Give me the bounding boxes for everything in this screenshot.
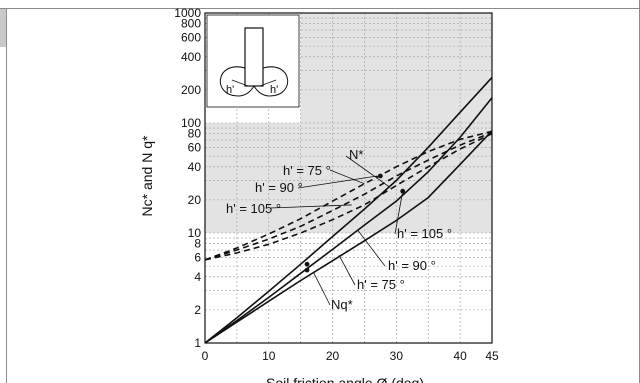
- leader-line-2: [297, 175, 378, 189]
- y-tick-label: 10: [188, 226, 202, 240]
- leader-line-4: [394, 191, 404, 235]
- annotation-leaders: [269, 155, 404, 306]
- leader-line-7: [313, 272, 331, 306]
- x-tick-label: 20: [326, 349, 340, 363]
- series-line-2: [204, 132, 493, 261]
- inset-pile: [244, 27, 264, 87]
- y-tick-label: 20: [188, 193, 202, 207]
- marker-point-2: [377, 173, 383, 179]
- y-tick-label: 40: [188, 160, 202, 174]
- x-tick-label: 30: [390, 349, 404, 363]
- nc-105-label: h' = 105 °: [226, 201, 281, 216]
- y-tick-label: 200: [181, 83, 201, 97]
- n-star-label: N*: [349, 147, 363, 162]
- leader-line-1: [329, 169, 365, 185]
- y-axis-label: Nc* and N q*: [139, 135, 155, 216]
- leader-line-3: [269, 204, 352, 209]
- y-tick-label: 6: [194, 250, 201, 264]
- chart-series: [204, 76, 493, 344]
- y-tick-label: 600: [181, 30, 201, 44]
- inset-diagram: [206, 14, 300, 108]
- x-tick-label: 40: [453, 349, 467, 363]
- nq-105-label: h' = 105 °: [397, 226, 452, 241]
- marker-point-0: [304, 267, 310, 273]
- y-tick-label: 800: [181, 17, 201, 31]
- y-tick-label: 80: [188, 127, 202, 141]
- y-tick-label: 100: [181, 116, 201, 130]
- window-left-border: [6, 47, 7, 383]
- series-line-5: [204, 130, 493, 344]
- x-tick-label: 10: [262, 349, 276, 363]
- nq-75-label: h' = 75 °: [357, 277, 405, 292]
- marker-point-1: [304, 261, 310, 267]
- leader-line-5: [357, 230, 386, 267]
- x-tick-label: 45: [485, 349, 499, 363]
- y-tick-label: 1: [194, 336, 201, 350]
- x-axis-label: Soil friction angle Ø (deg): [266, 375, 424, 383]
- shaded-region-left: [205, 123, 301, 233]
- series-line-3: [204, 76, 493, 344]
- nq-90-label: h' = 90 °: [388, 258, 436, 273]
- chart-markers: [304, 173, 406, 273]
- y-tick-label: 60: [188, 140, 202, 154]
- y-tick-label: 4: [194, 270, 201, 284]
- chart-axes: [204, 12, 493, 344]
- series-line-4: [204, 97, 493, 344]
- inset-failure-surface: [220, 66, 288, 97]
- series-line-0: [204, 130, 493, 261]
- inset-arrow-right: [259, 79, 277, 87]
- inset-arrow-left: [231, 79, 249, 87]
- series-line-1: [204, 131, 493, 261]
- leader-line-0: [345, 155, 391, 188]
- window-side-tab: [0, 9, 7, 47]
- x-tick-label: 0: [202, 349, 209, 363]
- nc-90-label: h' = 90 °: [255, 180, 303, 195]
- window-top-bar: [0, 0, 640, 9]
- leader-line-6: [338, 254, 356, 286]
- y-tick-label: 400: [181, 50, 201, 64]
- nq-star-label: Nq*: [331, 297, 353, 312]
- plot-frame: [204, 12, 493, 344]
- y-tick-label: 2: [194, 303, 201, 317]
- inset-h-left-label: h': [226, 84, 234, 96]
- y-tick-label: 1000: [174, 6, 201, 20]
- y-tick-label: 8: [194, 237, 201, 251]
- inset-h-right-label: h': [270, 84, 278, 96]
- nc-75-label: h' = 75 °: [283, 163, 331, 178]
